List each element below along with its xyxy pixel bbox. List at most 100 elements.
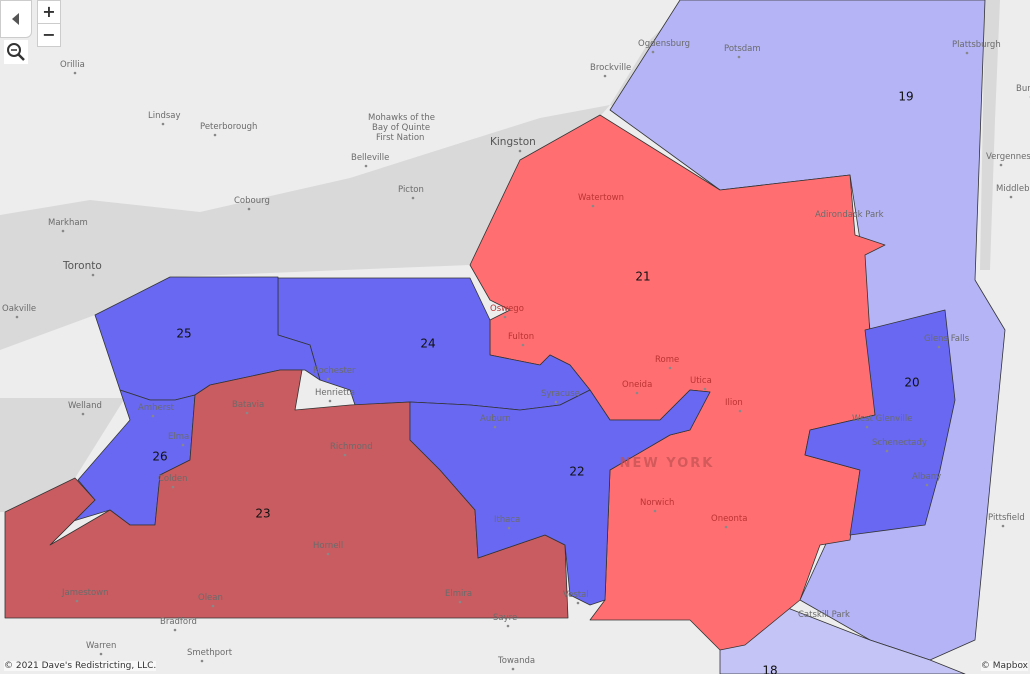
district-20: [804, 309, 956, 536]
place-dot: [668, 366, 672, 370]
place-label: Lindsay: [148, 111, 181, 121]
district-label: 24: [420, 337, 435, 351]
place-label: Rome: [655, 355, 679, 365]
place-label: Oneida: [622, 380, 652, 390]
place-label: Batavia: [232, 400, 264, 410]
place-dot: [91, 273, 95, 277]
place-label: Colden: [158, 474, 188, 484]
place-label: Burlington: [1016, 84, 1030, 94]
place-dot: [73, 71, 77, 75]
district-label: 22: [569, 465, 584, 479]
place-dot: [245, 411, 249, 415]
place-dot: [75, 599, 79, 603]
place-label: Ilion: [725, 398, 743, 408]
place-label: Albany: [912, 472, 941, 482]
attribution-right: © Mapbox: [980, 661, 1028, 671]
place-dot: [865, 425, 869, 429]
place-label: Oswego: [490, 304, 524, 314]
place-label: Smethport: [187, 648, 233, 658]
place-label: Richmond: [330, 442, 373, 452]
place-label: Watertown: [578, 193, 624, 203]
place-label: Elma: [168, 432, 189, 442]
lake-ontario: [0, 105, 610, 350]
place-dot: [81, 412, 85, 416]
place-dot: [521, 343, 525, 347]
place-label: Henrietta: [315, 388, 355, 398]
district-label: 18: [762, 664, 777, 674]
place-dot: [724, 525, 728, 529]
zoom-extent-button[interactable]: [4, 40, 28, 64]
place-label: Orillia: [60, 60, 85, 70]
place-dot: [965, 51, 969, 55]
place-dot: [171, 485, 175, 489]
magnifier-icon: [7, 43, 25, 61]
place-label: Kingston: [490, 136, 536, 148]
place-label: Potsdam: [724, 44, 761, 54]
place-dot: [737, 55, 741, 59]
lake-erie: [0, 398, 125, 512]
collapse-icon: [12, 13, 19, 25]
place-dot: [213, 133, 217, 137]
place-dot: [326, 377, 330, 381]
place-label: Bradford: [160, 617, 197, 627]
place-dot: [411, 196, 415, 200]
place-dot: [603, 74, 607, 78]
zoom-out[interactable]: −: [37, 23, 61, 47]
place-dot: [635, 391, 639, 395]
place-dot: [200, 659, 204, 663]
place-label: Rochester: [313, 366, 356, 376]
place-label: Welland: [68, 401, 102, 411]
place-label: Brockville: [590, 63, 631, 73]
place-dot: [703, 387, 707, 391]
place-dot: [99, 652, 103, 656]
place-label: Toronto: [62, 260, 102, 272]
collapse-button[interactable]: [0, 0, 32, 38]
place-dot: [61, 229, 65, 233]
place-dot: [211, 604, 215, 608]
place-dot: [364, 164, 368, 168]
place-dot: [511, 667, 515, 671]
place-label: Pittsfield: [988, 513, 1025, 523]
lake-champlain: [980, 0, 1000, 270]
place-label: Auburn: [480, 414, 511, 424]
place-label: Plattsburgh: [952, 40, 1001, 50]
place-dot: [161, 122, 165, 126]
place-label: Towanda: [497, 656, 535, 666]
place-label: Sayre: [493, 613, 517, 623]
attribution-left: © 2021 Dave's Redistricting, LLC.: [4, 661, 157, 671]
place-label: Vergennes: [986, 152, 1030, 162]
place-dot: [173, 628, 177, 632]
place-dot: [999, 163, 1003, 167]
place-dot: [326, 552, 330, 556]
place-dot: [151, 414, 155, 418]
place-label: Catskill Park: [798, 610, 850, 620]
place-dot: [247, 207, 251, 211]
place-dot: [738, 409, 742, 413]
place-label: Oneonta: [711, 514, 747, 524]
place-label: Elmira: [445, 589, 472, 599]
place-label: Markham: [48, 218, 88, 228]
zoom-in[interactable]: +: [37, 0, 61, 24]
place-dot: [651, 50, 655, 54]
place-label: Middlebury: [996, 184, 1030, 194]
place-label: Amherst: [138, 403, 175, 413]
place-label: Ogdensburg: [638, 39, 690, 49]
place-dot: [885, 449, 889, 453]
place-dot: [503, 315, 507, 319]
place-label: Vestal: [563, 590, 589, 600]
place-label: Cobourg: [234, 196, 270, 206]
place-dot: [591, 204, 595, 208]
district-label: 21: [635, 270, 650, 284]
state-label: NEW YORK: [620, 456, 715, 471]
place-label: Syracuse: [541, 389, 580, 399]
place-label: Picton: [398, 185, 424, 195]
place-dot: [15, 315, 19, 319]
place-dot: [493, 425, 497, 429]
place-dot: [507, 526, 511, 530]
place-label: First Nation: [376, 133, 424, 143]
place-label: Hornell: [313, 541, 343, 551]
place-label: Belleville: [351, 153, 389, 163]
place-label: Norwich: [640, 498, 674, 508]
place-label: Olean: [198, 593, 223, 603]
